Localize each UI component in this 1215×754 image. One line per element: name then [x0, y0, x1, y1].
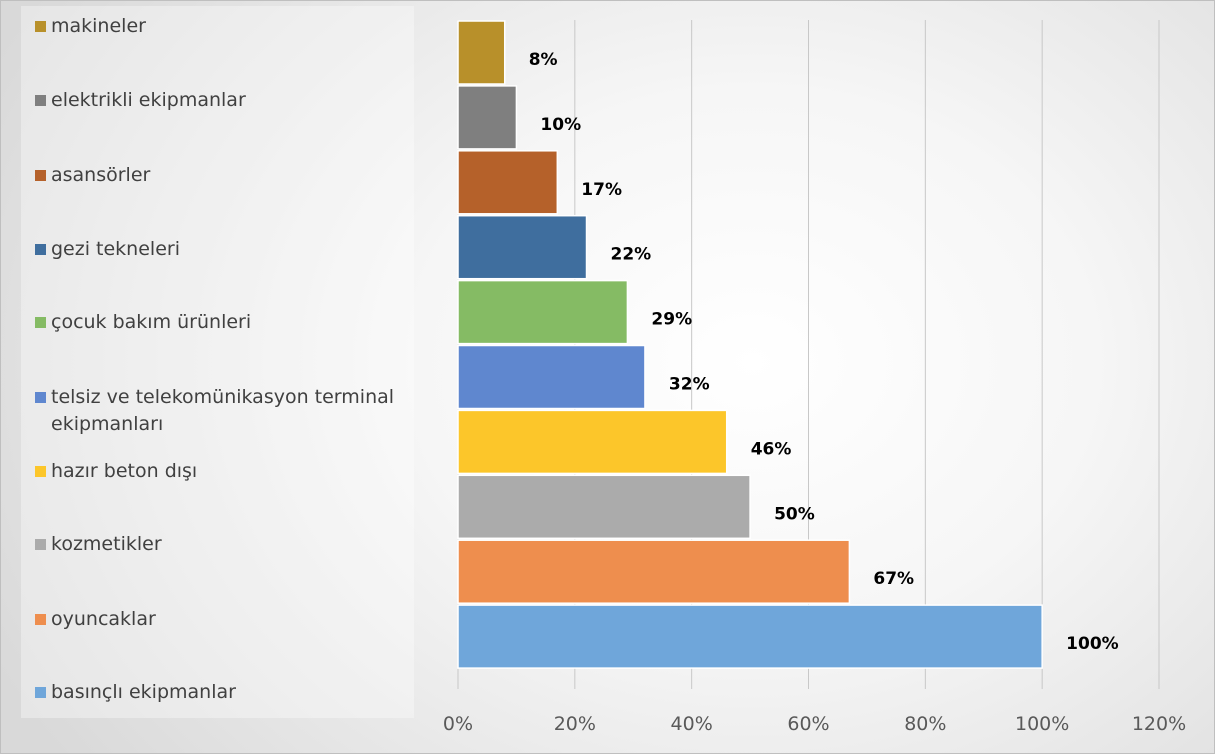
legend-label: elektrikli ekipmanlar — [51, 89, 246, 111]
data-label: 10% — [540, 115, 581, 135]
legend-label: gezi tekneleri — [51, 238, 180, 260]
legend-item: telsiz ve telekomünikasyon terminal ekip… — [35, 384, 421, 438]
legend-label: oyuncaklar — [51, 608, 156, 630]
bar — [457, 20, 506, 85]
legend-label: kozmetikler — [51, 533, 162, 555]
data-label: 17% — [581, 180, 622, 200]
x-tick-label: 0% — [443, 713, 473, 735]
legend-swatch — [35, 392, 46, 403]
data-label: 8% — [529, 50, 558, 70]
data-label: 67% — [873, 569, 914, 589]
bar — [457, 214, 588, 280]
legend-label: makineler — [51, 15, 146, 37]
data-label: 46% — [751, 439, 792, 459]
legend-swatch — [35, 21, 46, 32]
x-tick-label: 80% — [904, 713, 946, 735]
legend-item: asansörler — [35, 162, 421, 189]
legend-swatch — [35, 317, 46, 328]
bar — [457, 604, 1043, 669]
bar — [457, 539, 851, 604]
legend-label: asansörler — [51, 164, 151, 186]
legend: makineler elektrikli ekipmanlar asansörler… — [21, 6, 414, 718]
legend-item: elektrikli ekipmanlar — [35, 87, 421, 114]
data-label: 50% — [774, 504, 815, 524]
x-tick-label: 20% — [554, 713, 596, 735]
x-tick-label: 100% — [1015, 713, 1069, 735]
legend-item: hazır beton dışı — [35, 458, 421, 485]
legend-item: basınçlı ekipmanlar — [35, 679, 421, 706]
data-label: 100% — [1066, 634, 1119, 654]
legend-item: gezi tekneleri — [35, 236, 421, 263]
legend-swatch — [35, 466, 46, 477]
legend-swatch — [35, 614, 46, 625]
legend-item: kozmetikler — [35, 531, 421, 558]
x-tick-label: 40% — [671, 713, 713, 735]
legend-swatch — [35, 687, 46, 698]
legend-label: basınçlı ekipmanlar — [51, 681, 236, 703]
data-label: 22% — [611, 245, 652, 265]
bar — [457, 344, 646, 410]
legend-swatch — [35, 170, 46, 181]
x-tick-label: 120% — [1132, 713, 1186, 735]
legend-swatch — [35, 244, 46, 255]
bar — [457, 85, 518, 150]
legend-swatch — [35, 95, 46, 106]
legend-item: oyuncaklar — [35, 606, 421, 633]
bar — [457, 279, 629, 345]
legend-label: hazır beton dışı — [51, 460, 198, 482]
legend-item: makineler — [35, 13, 421, 40]
legend-label: telsiz ve telekomünikasyon terminal ekip… — [51, 386, 395, 435]
data-label: 29% — [651, 310, 692, 330]
bar — [457, 150, 559, 215]
bar — [457, 474, 751, 540]
data-label: 32% — [669, 375, 710, 395]
legend-item: çocuk bakım ürünleri — [35, 309, 421, 336]
bar — [457, 409, 728, 475]
x-tick-label: 60% — [787, 713, 829, 735]
legend-swatch — [35, 539, 46, 550]
legend-label: çocuk bakım ürünleri — [51, 311, 252, 333]
